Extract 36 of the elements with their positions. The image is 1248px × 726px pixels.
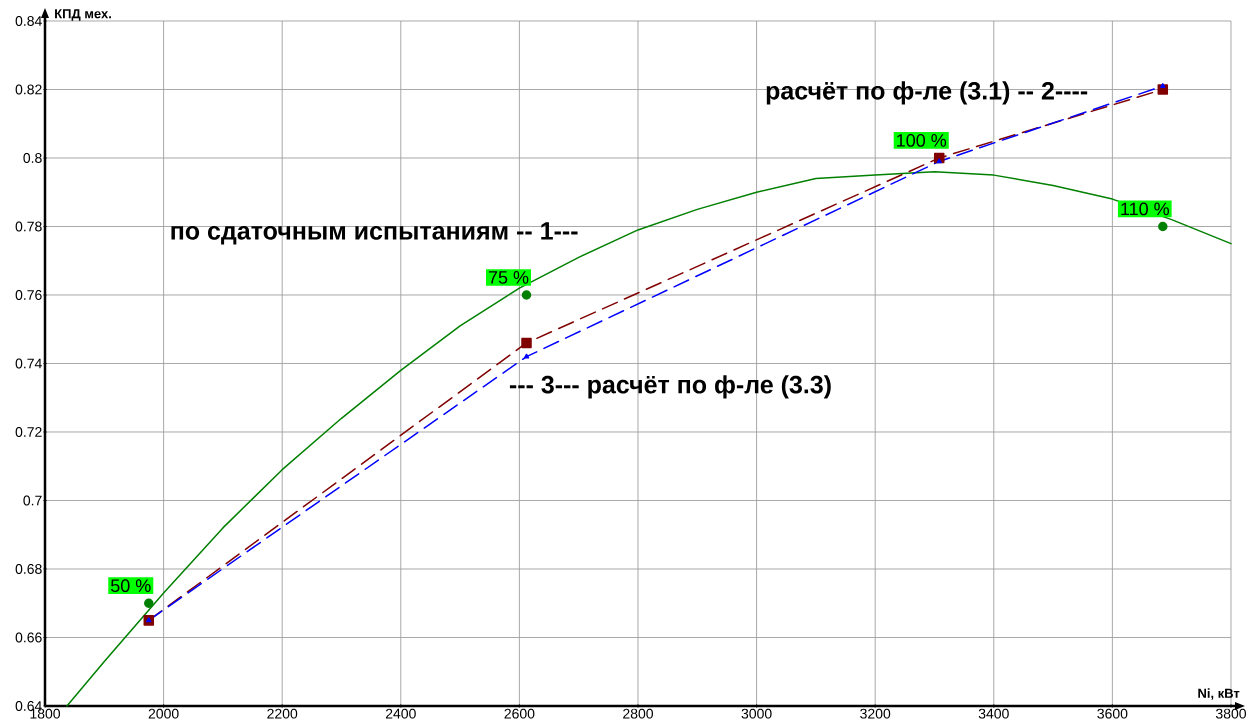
annotation: 50 % (110, 579, 151, 593)
x-tick-label: 2400 (385, 708, 416, 719)
y-tick-label: 0.76 (15, 290, 42, 300)
y-tick-label: 0.74 (15, 358, 42, 369)
point (523, 353, 530, 359)
x-tick-label: 2200 (267, 708, 298, 719)
annotation: расчёт по ф-ле (3.1) -- 2---- (766, 81, 1088, 105)
y-tick-label: 0.8 (23, 153, 42, 163)
x-tick-label: 3000 (741, 708, 772, 719)
x-tick-label: 3600 (1097, 708, 1128, 719)
point (1158, 221, 1168, 232)
point (1160, 83, 1166, 88)
y-tick-label: 0.84 (15, 16, 42, 26)
y-tick-label: 0.72 (15, 427, 42, 437)
annotation: --- 3--- расчёт по ф-ле (3.3) (509, 375, 831, 399)
y-tick-label: 0.78 (15, 221, 42, 232)
x-tick-label: 2600 (504, 708, 535, 719)
x-tick-label: 2000 (148, 708, 179, 719)
point (521, 337, 532, 349)
annotation: 100 % (897, 134, 947, 147)
x-tick-label: 2800 (623, 708, 654, 719)
y-tick-label: 0.68 (15, 564, 42, 574)
x-tick-label: 3400 (978, 708, 1009, 719)
y-tick-label: 0.66 (15, 632, 42, 643)
x-tick-label: 3200 (860, 708, 891, 719)
y-tick-label: 0.7 (23, 495, 42, 506)
annotation: 110 % (1121, 202, 1169, 216)
point (936, 158, 942, 164)
y-axis-title: КПД мех. (55, 9, 111, 21)
y-tick-label: 0.82 (15, 84, 42, 95)
annotation: 75 % (488, 271, 529, 284)
x-tick-label: 3800 (1215, 708, 1247, 719)
annotation: по сдаточным испытаниям -- 1--- (171, 222, 578, 245)
point (144, 598, 154, 608)
point (521, 290, 532, 300)
x-axis-title: Ni, кВт (1198, 688, 1240, 700)
